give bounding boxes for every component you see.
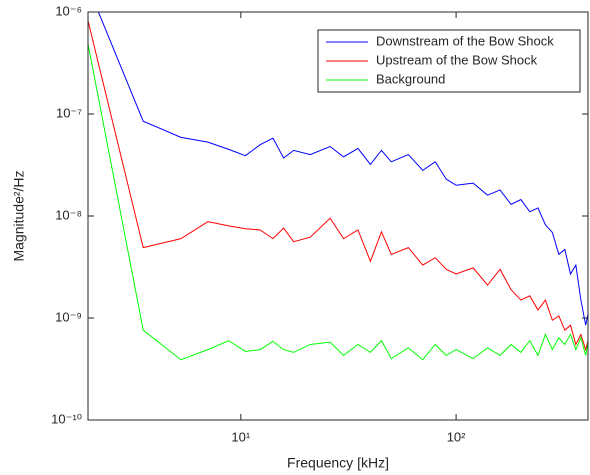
x-axis-label: Frequency [kHz] [287,455,389,471]
legend-label: Upstream of the Bow Shock [376,52,538,67]
x-tick-label: 10¹ [231,429,250,444]
legend: Downstream of the Bow Shock Upstream of t… [317,29,581,93]
legend-label: Background [376,71,445,86]
data-line [88,18,588,352]
legend-label: Downstream of the Bow Shock [376,33,554,48]
y-tick-label: 10⁻⁶ [55,3,82,18]
data-line [97,12,588,326]
y-tick-label: 10⁻⁷ [56,105,82,120]
lines [88,12,588,361]
y-tick-label: 10⁻⁹ [55,309,82,324]
y-tick-label: 10⁻⁸ [55,207,82,222]
y-axis-label: Magnitude²/Hz [11,170,27,261]
y-tick-label: 10⁻¹⁰ [51,411,82,426]
data-line [88,41,588,361]
x-tick-label: 10² [447,429,466,444]
